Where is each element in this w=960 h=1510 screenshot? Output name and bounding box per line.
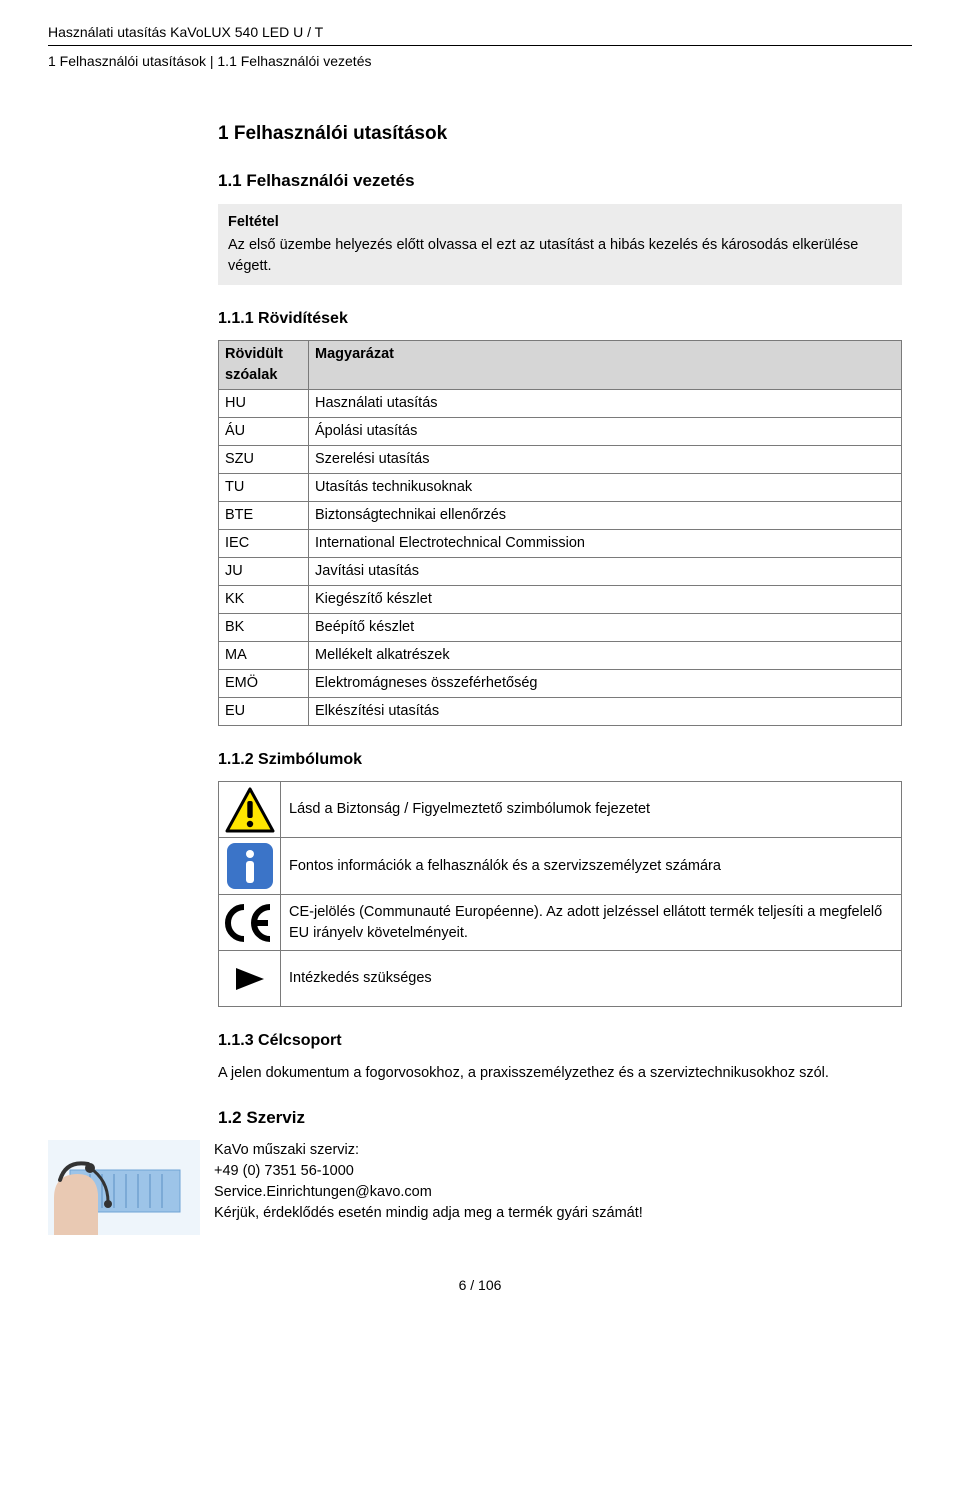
col-header-abbr: Rövidült szóalak — [219, 341, 309, 390]
abbr-cell: EMÖ — [219, 670, 309, 698]
section-1-1-title: 1.1 Felhasználói vezetés — [218, 169, 902, 194]
table-row: ÁUÁpolási utasítás — [219, 418, 902, 446]
page-number: 6 / 106 — [48, 1275, 912, 1295]
symbol-icon-cell — [219, 782, 281, 838]
table-row: Lásd a Biztonság / Figyelmeztető szimból… — [219, 782, 902, 838]
table-row: IECInternational Electrotechnical Commis… — [219, 530, 902, 558]
section-1-1-2-title: 1.1.2 Szimbólumok — [218, 748, 902, 771]
abbreviations-table: Rövidült szóalak Magyarázat HUHasználati… — [218, 340, 902, 726]
doc-header-line1: Használati utasítás KaVoLUX 540 LED U / … — [48, 22, 912, 42]
symbol-text-cell: Fontos információk a felhasználók és a s… — [281, 838, 902, 895]
table-row: MAMellékelt alkatrészek — [219, 642, 902, 670]
abbr-cell: JU — [219, 558, 309, 586]
def-cell: Kiegészítő készlet — [309, 586, 902, 614]
table-row: Fontos információk a felhasználók és a s… — [219, 838, 902, 895]
service-text: KaVo műszaki szerviz: +49 (0) 7351 56-10… — [214, 1140, 643, 1224]
symbol-icon-cell — [219, 838, 281, 895]
def-cell: Elkészítési utasítás — [309, 698, 902, 726]
table-row: EMÖElektromágneses összeférhetőség — [219, 670, 902, 698]
symbol-icon-cell — [219, 951, 281, 1007]
def-cell: Elektromágneses összeférhetőség — [309, 670, 902, 698]
abbr-cell: IEC — [219, 530, 309, 558]
abbr-cell: MA — [219, 642, 309, 670]
abbr-cell: EU — [219, 698, 309, 726]
action-required-icon — [230, 964, 270, 994]
table-row: Intézkedés szükséges — [219, 951, 902, 1007]
abbr-cell: TU — [219, 474, 309, 502]
col-header-def: Magyarázat — [309, 341, 902, 390]
table-row: CE-jelölés (Communauté Européenne). Az a… — [219, 895, 902, 951]
section-1-1-1-title: 1.1.1 Rövidítések — [218, 307, 902, 330]
def-cell: Beépítő készlet — [309, 614, 902, 642]
page-content: 1 Felhasználói utasítások 1.1 Felhasznál… — [48, 120, 912, 1236]
table-row: BKBeépítő készlet — [219, 614, 902, 642]
doc-header-line2: 1 Felhasználói utasítások | 1.1 Felhaszn… — [48, 51, 912, 71]
abbr-cell: BK — [219, 614, 309, 642]
section-1-2-title: 1.2 Szerviz — [218, 1106, 902, 1131]
table-row: SZUSzerelési utasítás — [219, 446, 902, 474]
def-cell: Javítási utasítás — [309, 558, 902, 586]
table-row: JUJavítási utasítás — [219, 558, 902, 586]
table-row: HUHasználati utasítás — [219, 390, 902, 418]
def-cell: International Electrotechnical Commissio… — [309, 530, 902, 558]
warning-icon — [225, 787, 275, 833]
service-line3: Service.Einrichtungen@kavo.com — [214, 1182, 643, 1203]
info-icon — [226, 842, 274, 890]
symbols-table: Lásd a Biztonság / Figyelmeztető szimból… — [218, 781, 902, 1007]
section-1-1-3-title: 1.1.3 Célcsoport — [218, 1029, 902, 1052]
table-header-row: Rövidült szóalak Magyarázat — [219, 341, 902, 390]
section-1-title: 1 Felhasználói utasítások — [218, 120, 902, 148]
precondition-box: Feltétel Az első üzembe helyezés előtt o… — [218, 204, 902, 285]
section-1-1-3-body: A jelen dokumentum a fogorvosokhoz, a pr… — [218, 1063, 902, 1084]
precondition-title: Feltétel — [228, 212, 892, 233]
service-line4: Kérjük, érdeklődés esetén mindig adja me… — [214, 1203, 643, 1224]
abbr-cell: ÁU — [219, 418, 309, 446]
symbol-text-cell: Lásd a Biztonság / Figyelmeztető szimból… — [281, 782, 902, 838]
abbr-cell: SZU — [219, 446, 309, 474]
def-cell: Utasítás technikusoknak — [309, 474, 902, 502]
table-row: BTEBiztonságtechnikai ellenőrzés — [219, 502, 902, 530]
symbol-text-cell: CE-jelölés (Communauté Européenne). Az a… — [281, 895, 902, 951]
ce-mark-icon — [224, 903, 276, 943]
precondition-body: Az első üzembe helyezés előtt olvassa el… — [228, 235, 892, 277]
service-block: KaVo műszaki szerviz: +49 (0) 7351 56-10… — [218, 1140, 902, 1235]
header-rule — [48, 45, 912, 46]
service-image — [48, 1140, 200, 1235]
def-cell: Ápolási utasítás — [309, 418, 902, 446]
symbol-icon-cell — [219, 895, 281, 951]
def-cell: Biztonságtechnikai ellenőrzés — [309, 502, 902, 530]
def-cell: Használati utasítás — [309, 390, 902, 418]
table-row: EUElkészítési utasítás — [219, 698, 902, 726]
table-row: TUUtasítás technikusoknak — [219, 474, 902, 502]
def-cell: Mellékelt alkatrészek — [309, 642, 902, 670]
abbr-cell: KK — [219, 586, 309, 614]
abbr-cell: BTE — [219, 502, 309, 530]
def-cell: Szerelési utasítás — [309, 446, 902, 474]
service-line2: +49 (0) 7351 56-1000 — [214, 1161, 643, 1182]
table-row: KKKiegészítő készlet — [219, 586, 902, 614]
symbol-text-cell: Intézkedés szükséges — [281, 951, 902, 1007]
abbr-cell: HU — [219, 390, 309, 418]
service-line1: KaVo műszaki szerviz: — [214, 1140, 643, 1161]
